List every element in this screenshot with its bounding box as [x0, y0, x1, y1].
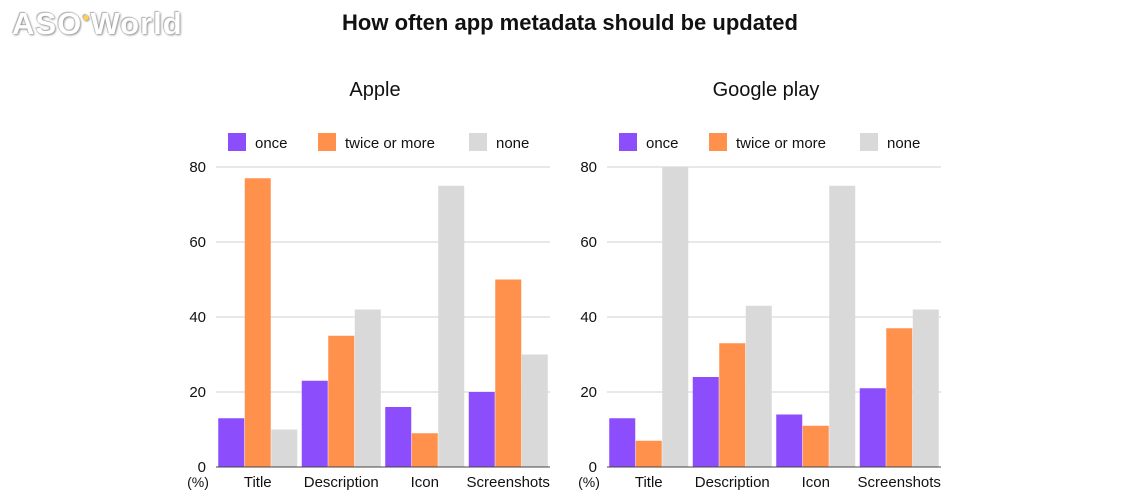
brand-logo: ASO●World [12, 6, 183, 42]
legend-swatch-once [228, 133, 246, 151]
brand-name-part-a: AS [12, 6, 58, 41]
bar-none-title [271, 429, 298, 467]
bar-once-title [218, 418, 245, 467]
bar-none-icon [829, 185, 856, 467]
bar-none-description [354, 309, 381, 467]
bar-none-description [745, 305, 772, 467]
x-tick-label-screenshots: Screenshots [467, 474, 550, 491]
main-title: How often app metadata should be updated [342, 10, 798, 35]
brand-name-part-c: World [90, 6, 183, 41]
y-axis-label: (%) [578, 474, 600, 490]
legend-label-once: once [646, 135, 679, 152]
bar-once-screenshots [859, 388, 886, 467]
y-tick-label-60: 60 [189, 234, 206, 251]
bar-none-screenshots [521, 354, 548, 467]
bar-twice_or_more-icon [411, 433, 438, 467]
bar-none-title [662, 167, 689, 467]
bar-once-screenshots [468, 392, 495, 467]
brand-sparkle-icon: ● [82, 10, 91, 24]
x-tick-label-screenshots: Screenshots [858, 474, 941, 491]
bar-twice_or_more-screenshots [886, 328, 913, 467]
x-tick-label-description: Description [304, 474, 379, 491]
bar-none-icon [438, 185, 465, 467]
y-tick-label-20: 20 [580, 384, 597, 401]
bar-twice_or_more-icon [802, 425, 829, 467]
chart-title: Apple [349, 79, 400, 101]
x-tick-label-title: Title [635, 474, 663, 491]
legend-swatch-none [860, 133, 878, 151]
legend-swatch-none [469, 133, 487, 151]
y-tick-label-40: 40 [580, 309, 597, 326]
bar-twice_or_more-screenshots [495, 279, 522, 467]
legend-label-twice_or_more: twice or more [345, 135, 435, 152]
bar-once-description [301, 380, 328, 467]
bar-once-icon [385, 407, 412, 467]
bar-twice_or_more-description [328, 335, 355, 467]
y-tick-label-40: 40 [189, 309, 206, 326]
legend-swatch-once [619, 133, 637, 151]
bar-once-icon [776, 414, 803, 467]
google-play-chart: Google play once twice or more none 0 20 40 60 8… [578, 79, 941, 491]
legend-label-twice_or_more: twice or more [736, 135, 826, 152]
bar-twice_or_more-title [244, 178, 271, 467]
apple-chart: Apple once twice or more none 0 20 40 60 80 Title… [187, 79, 550, 491]
chart-title: Google play [713, 79, 820, 101]
y-tick-label-0: 0 [589, 459, 597, 476]
y-axis-label: (%) [187, 474, 209, 490]
bar-once-description [692, 377, 719, 467]
bar-twice_or_more-title [635, 440, 662, 467]
y-tick-label-0: 0 [198, 459, 206, 476]
x-tick-label-icon: Icon [411, 474, 439, 491]
bar-none-screenshots [912, 309, 939, 467]
bar-once-title [609, 418, 636, 467]
y-tick-label-60: 60 [580, 234, 597, 251]
x-tick-label-icon: Icon [802, 474, 830, 491]
y-tick-label-80: 80 [580, 159, 597, 176]
y-tick-label-80: 80 [189, 159, 206, 176]
legend-label-none: none [887, 135, 920, 152]
x-tick-label-description: Description [695, 474, 770, 491]
y-tick-label-20: 20 [189, 384, 206, 401]
brand-name-part-b: O [57, 6, 83, 41]
x-tick-label-title: Title [244, 474, 272, 491]
legend-swatch-twice_or_more [318, 133, 336, 151]
legend-swatch-twice_or_more [709, 133, 727, 151]
legend-label-once: once [255, 135, 288, 152]
legend-label-none: none [496, 135, 529, 152]
bar-twice_or_more-description [719, 343, 746, 467]
